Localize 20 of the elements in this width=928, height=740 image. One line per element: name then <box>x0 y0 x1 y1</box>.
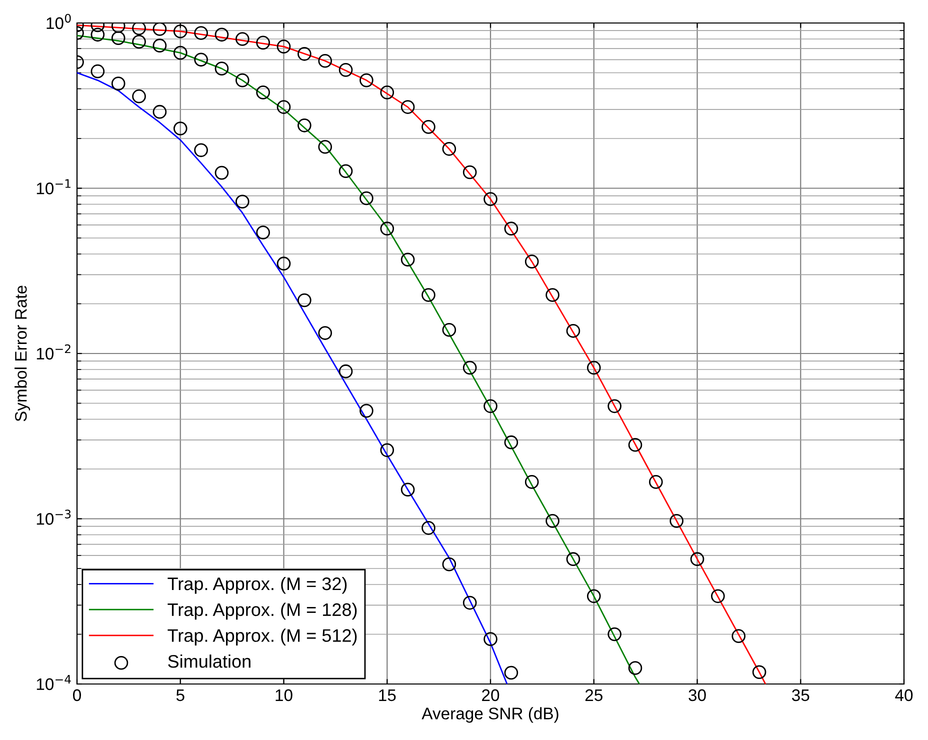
x-tick-label: 20 <box>482 689 500 702</box>
x-tick-label: 40 <box>895 689 913 702</box>
x-tick-label: 0 <box>73 689 81 702</box>
y-tick-label: 10$^{0}$ <box>46 14 71 30</box>
x-tick-label: 35 <box>792 689 810 702</box>
y-axis-title: Symbol Error Rate <box>14 286 30 422</box>
y-tick-label: 10$^{−2}$ <box>36 344 70 360</box>
y-tick-label: 10$^{−3}$ <box>36 510 71 525</box>
y-tick-label: 10$^{−1}$ <box>36 179 70 194</box>
x-tick-label: 5 <box>176 689 184 702</box>
y-tick-label: 10$^{−4}$ <box>36 675 71 690</box>
legend-label: Trap. Approx. (M = 512) <box>168 628 357 646</box>
legend-label: Trap. Approx. (M = 128) <box>168 602 357 620</box>
x-axis-title: Average SNR (dB) <box>422 707 558 723</box>
x-tick-label: 15 <box>379 689 396 702</box>
legend-label: Trap. Approx. (M = 32) <box>168 576 347 594</box>
x-tick-label: 25 <box>585 689 602 702</box>
x-tick-label: 10 <box>276 689 292 702</box>
legend-label: Simulation <box>168 654 250 668</box>
x-tick-label: 30 <box>688 689 706 702</box>
